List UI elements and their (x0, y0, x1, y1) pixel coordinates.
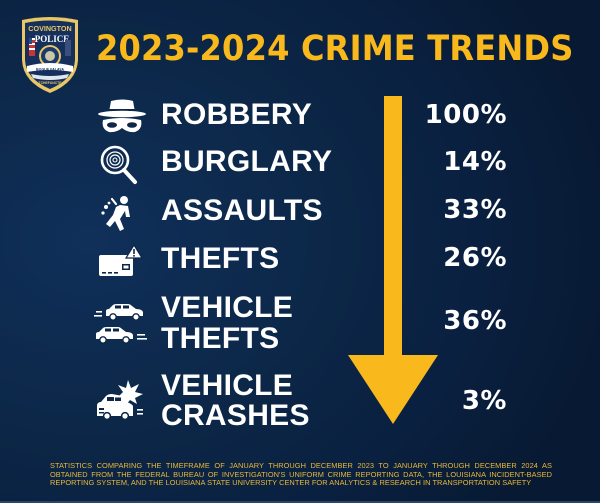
cars-moving-icon (94, 303, 148, 345)
trend-label-line: VEHICLE (161, 369, 294, 402)
trend-label-vehicle-thefts: VEHICLE THEFTS (161, 292, 293, 354)
card-warning-icon (98, 244, 143, 278)
bottom-divider (0, 501, 600, 503)
trend-value-thefts: 26% (443, 243, 507, 273)
trend-value-vehicle-crashes: 3% (461, 386, 507, 416)
down-arrow-icon (348, 96, 438, 426)
trend-label-assaults: ASSAULTS (161, 194, 323, 227)
trend-label-robbery: ROBBERY (161, 98, 313, 131)
fingerprint-magnifier-icon (100, 145, 138, 185)
svg-text:TCHEFUNCTE: TCHEFUNCTE (39, 81, 63, 85)
trend-label-line: THEFTS (161, 322, 280, 355)
police-badge-logo: COVINGTON POLICE BOGUE FALAYA TCHEFUNCTE (19, 16, 81, 94)
assault-figure-icon (100, 195, 136, 233)
car-crash-icon (95, 378, 145, 422)
trend-value-robbery: 100% (424, 100, 507, 130)
source-footnote: STATISTICS COMPARING THE TIMEFRAME OF JA… (50, 461, 552, 488)
svg-text:COVINGTON: COVINGTON (28, 24, 71, 33)
robber-mask-icon (97, 99, 147, 136)
trend-value-assaults: 33% (443, 195, 507, 225)
trend-label-burglary: BURGLARY (161, 145, 333, 178)
shield-icon: COVINGTON POLICE BOGUE FALAYA TCHEFUNCTE (22, 17, 78, 93)
trend-value-burglary: 14% (443, 147, 507, 177)
svg-text:BOGUE FALAYA: BOGUE FALAYA (36, 68, 64, 72)
svg-text:POLICE: POLICE (35, 34, 70, 44)
trend-label-vehicle-crashes: VEHICLE CRASHES (161, 371, 310, 431)
trend-label-line: CRASHES (161, 399, 310, 432)
trend-label-thefts: THEFTS (161, 242, 280, 275)
trend-value-vehicle-thefts: 36% (443, 306, 507, 336)
page-title: 2023-2024 CRIME TRENDS (96, 29, 574, 69)
trend-label-line: VEHICLE (161, 291, 294, 324)
